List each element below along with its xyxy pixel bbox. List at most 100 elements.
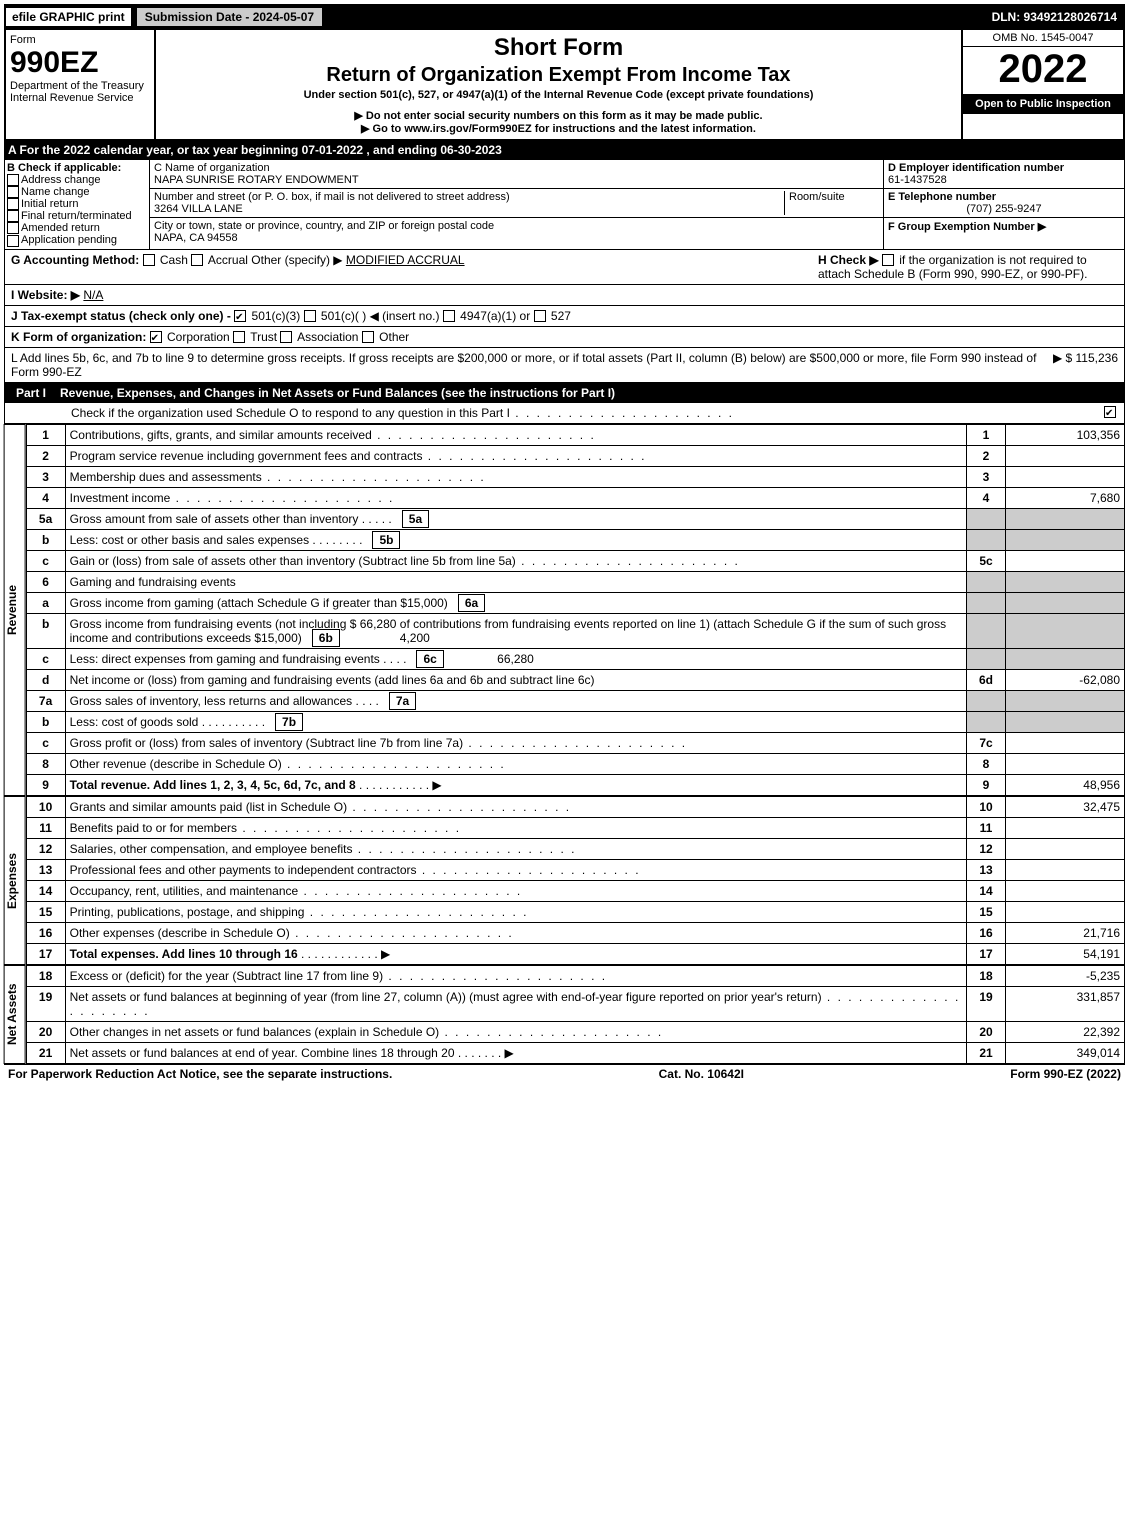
line-21-desc: Net assets or fund balances at end of ye… (70, 1046, 455, 1060)
col-d: D Employer identification number 61-1437… (883, 160, 1124, 249)
line-6b-shade (967, 613, 1006, 648)
ein: 61-1437528 (888, 174, 947, 186)
line-10-desc: Grants and similar amounts paid (list in… (65, 796, 966, 817)
checkbox-501c3[interactable] (234, 310, 246, 322)
opt-other-org: Other (379, 330, 409, 344)
line-6a-shade (967, 592, 1006, 613)
line-17-num: 17 (26, 943, 65, 964)
checkbox-address-change[interactable] (7, 174, 19, 186)
line-5b-num: b (26, 529, 65, 550)
line-7b-desc: Less: cost of goods sold (70, 715, 199, 729)
line-3-val (1006, 466, 1125, 487)
line-5c-desc: Gain or (loss) from sale of assets other… (65, 550, 966, 571)
checkbox-501c[interactable] (304, 310, 316, 322)
checkbox-other-org[interactable] (362, 331, 374, 343)
note-goto: ▶ Go to www.irs.gov/Form990EZ for instru… (160, 122, 957, 135)
checkbox-schedule-o[interactable] (1104, 406, 1116, 418)
form-label: Form (10, 34, 150, 46)
group-label: F Group Exemption Number ▶ (888, 221, 1046, 233)
checkbox-trust[interactable] (233, 331, 245, 343)
opt-address-change: Address change (21, 174, 101, 186)
checkbox-amended[interactable] (7, 222, 19, 234)
line-18-val: -5,235 (1006, 965, 1125, 986)
line-1-val: 103,356 (1006, 424, 1125, 445)
line-19-num: 19 (26, 986, 65, 1021)
checkbox-pending[interactable] (7, 235, 19, 247)
line-6a-num: a (26, 592, 65, 613)
part-1-header: Part I Revenue, Expenses, and Changes in… (4, 383, 1125, 403)
line-7a-num: 7a (26, 690, 65, 711)
part-1-label: Part I (10, 386, 52, 400)
city: NAPA, CA 94558 (154, 232, 238, 244)
checkbox-4947[interactable] (443, 310, 455, 322)
opt-501c3: 501(c)(3) (252, 309, 301, 323)
line-1-desc: Contributions, gifts, grants, and simila… (65, 424, 966, 445)
line-12-val (1006, 838, 1125, 859)
checkbox-h[interactable] (882, 254, 894, 266)
line-5a-desc: Gross amount from sale of assets other t… (70, 512, 359, 526)
expenses-table: 10Grants and similar amounts paid (list … (26, 796, 1125, 965)
line-20-num: 20 (26, 1021, 65, 1042)
info-grid: B Check if applicable: Address change Na… (4, 159, 1125, 250)
line-6d-desc: Net income or (loss) from gaming and fun… (65, 669, 966, 690)
line-6d-box: 6d (967, 669, 1006, 690)
line-16-desc: Other expenses (describe in Schedule O) (65, 922, 966, 943)
part-1-sub-text: Check if the organization used Schedule … (11, 406, 1104, 420)
line-5a-shade (967, 508, 1006, 529)
i-label: I Website: ▶ (11, 288, 80, 302)
line-6-shade2 (1006, 571, 1125, 592)
top-bar: efile GRAPHIC print Submission Date - 20… (4, 4, 1125, 30)
line-21-num: 21 (26, 1042, 65, 1063)
opt-cash: Cash (160, 253, 188, 267)
line-8-val (1006, 753, 1125, 774)
line-3-num: 3 (26, 466, 65, 487)
open-public: Open to Public Inspection (963, 94, 1123, 114)
checkbox-cash[interactable] (143, 254, 155, 266)
line-15-val (1006, 901, 1125, 922)
checkbox-527[interactable] (534, 310, 546, 322)
checkbox-corp[interactable] (150, 331, 162, 343)
line-15-box: 15 (967, 901, 1006, 922)
checkbox-name-change[interactable] (7, 186, 19, 198)
omb-number: OMB No. 1545-0047 (963, 30, 1123, 47)
opt-final: Final return/terminated (21, 210, 132, 222)
line-21-arrow: ▶ (505, 1046, 514, 1060)
line-7a-shade2 (1006, 690, 1125, 711)
line-14-box: 14 (967, 880, 1006, 901)
line-5a-box-inner: 5a (402, 510, 429, 528)
line-20-box: 20 (967, 1021, 1006, 1042)
checkbox-initial[interactable] (7, 198, 19, 210)
form-header: Form 990EZ Department of the Treasury In… (4, 30, 1125, 141)
line-17-arrow: ▶ (381, 947, 390, 961)
line-6a-shade2 (1006, 592, 1125, 613)
part-1-sub: Check if the organization used Schedule … (4, 403, 1125, 424)
col-b-label: B Check if applicable: (7, 162, 121, 174)
irs-label: Internal Revenue Service (10, 92, 150, 104)
line-13-box: 13 (967, 859, 1006, 880)
checkbox-final[interactable] (7, 210, 19, 222)
footer-center: Cat. No. 10642I (659, 1067, 744, 1081)
line-3-desc: Membership dues and assessments (65, 466, 966, 487)
submission-date: Submission Date - 2024-05-07 (137, 8, 322, 26)
line-14-desc: Occupancy, rent, utilities, and maintena… (65, 880, 966, 901)
line-20-desc: Other changes in net assets or fund bala… (65, 1021, 966, 1042)
revenue-table: 1Contributions, gifts, grants, and simil… (26, 424, 1125, 796)
line-5b-shade2 (1006, 529, 1125, 550)
dept-label: Department of the Treasury (10, 80, 150, 92)
efile-label[interactable]: efile GRAPHIC print (6, 8, 131, 26)
title-return: Return of Organization Exempt From Incom… (160, 64, 957, 87)
name-label: C Name of organization (154, 162, 270, 174)
line-9-val: 48,956 (1006, 774, 1125, 795)
line-7c-val (1006, 732, 1125, 753)
checkbox-assoc[interactable] (280, 331, 292, 343)
row-i: I Website: ▶ N/A (4, 285, 1125, 306)
line-9-desc: Total revenue. Add lines 1, 2, 3, 4, 5c,… (70, 778, 356, 792)
line-6b-box-inner: 6b (312, 629, 340, 647)
line-6b-num: b (26, 613, 65, 648)
line-4-desc: Investment income (65, 487, 966, 508)
line-16-box: 16 (967, 922, 1006, 943)
line-6-shade (967, 571, 1006, 592)
checkbox-accrual[interactable] (191, 254, 203, 266)
opt-initial: Initial return (21, 198, 78, 210)
ein-label: D Employer identification number (888, 162, 1064, 174)
